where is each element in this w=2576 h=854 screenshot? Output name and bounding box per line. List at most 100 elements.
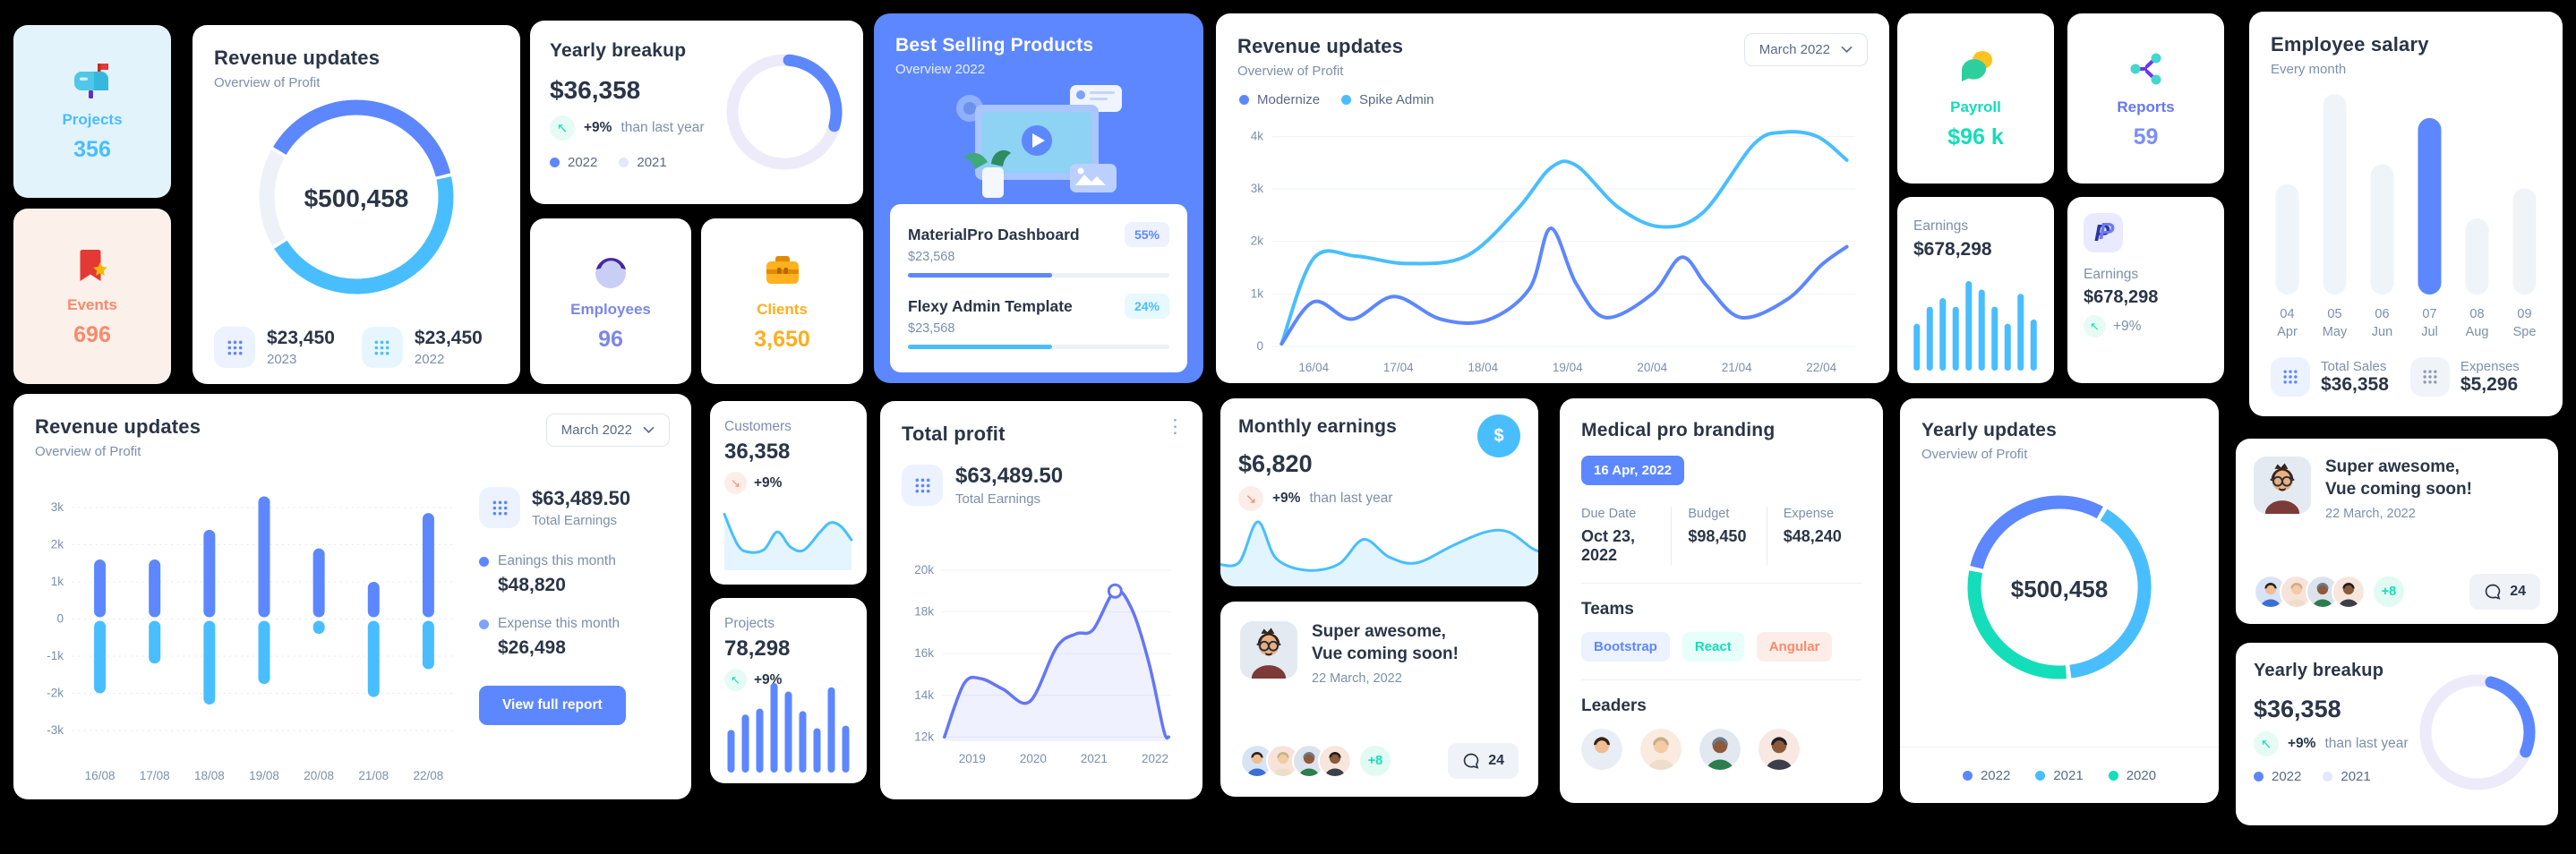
info-row: Due Date Oct 23, 2022 Budget $98,450 Exp… bbox=[1581, 507, 1861, 565]
svg-text:May: May bbox=[2323, 325, 2348, 339]
legend-item: Spike Admin bbox=[1341, 92, 1433, 107]
svg-text:09: 09 bbox=[2517, 307, 2531, 321]
legend-item: 2022 bbox=[550, 155, 597, 170]
customers-label: Customers bbox=[724, 419, 792, 434]
product-name: MaterialPro Dashboard bbox=[908, 225, 1080, 243]
comment-icon bbox=[1462, 752, 1480, 770]
stat-item: $23,450 2022 bbox=[361, 327, 483, 368]
item-value: $26,498 bbox=[498, 637, 566, 658]
employees-kpi-card[interactable]: Employees 96 bbox=[530, 218, 691, 384]
legend-item: 2022 bbox=[1962, 768, 2011, 783]
legend-dot bbox=[619, 158, 629, 167]
legend-item: 2022 bbox=[2254, 769, 2301, 784]
legend-dot bbox=[2323, 772, 2333, 781]
post-footer: +8 24 bbox=[2254, 574, 2540, 610]
card-subtitle: Every month bbox=[2271, 62, 2347, 77]
payroll-value: $96 k bbox=[1947, 124, 2004, 149]
svg-text:18/08: 18/08 bbox=[194, 769, 225, 782]
avatar bbox=[1581, 729, 1622, 770]
earnings-sparkline-bars bbox=[1913, 281, 2037, 371]
svg-text:21/04: 21/04 bbox=[1722, 361, 1752, 374]
payroll-kpi-card[interactable]: Payroll $96 k bbox=[1897, 13, 2054, 184]
post-texts: Super awesome, Vue coming soon! 22 March… bbox=[2325, 457, 2472, 521]
stat-texts: Expenses $5,296 bbox=[2460, 359, 2520, 396]
projects-label: Projects bbox=[724, 616, 775, 631]
date-badge: 16 Apr, 2022 bbox=[1581, 456, 1685, 485]
legend-label: Modernize bbox=[1257, 92, 1321, 107]
svg-text:18/04: 18/04 bbox=[1468, 361, 1498, 374]
card-subtitle: Overview of Profit bbox=[214, 75, 321, 90]
legend-label: 2021 bbox=[2053, 768, 2084, 783]
more-members-badge[interactable]: +8 bbox=[1358, 744, 1392, 778]
trend-down-icon: ↘ bbox=[724, 472, 747, 494]
stat-value: $5,296 bbox=[2460, 373, 2519, 395]
leaders-avatars bbox=[1581, 729, 1861, 770]
item-label: Expense this month bbox=[498, 616, 620, 631]
legend-label: 2020 bbox=[2126, 768, 2157, 783]
revenue-updates-line-card: Revenue updates Overview of Profit March… bbox=[1216, 13, 1889, 383]
legend-label: 2022 bbox=[1980, 768, 2011, 783]
card-subtitle: Overview of Profit bbox=[35, 444, 141, 459]
total-value: $63,489.50 bbox=[532, 487, 631, 509]
clients-kpi-card[interactable]: Clients 3,650 bbox=[701, 218, 863, 384]
grid-icon bbox=[2271, 357, 2310, 397]
chevron-down-icon bbox=[643, 426, 655, 434]
yearly-breakup-card: Yearly breakup $36,358 ↖ +9% than last y… bbox=[2236, 643, 2558, 825]
reports-kpi-card[interactable]: Reports 59 bbox=[2067, 13, 2224, 184]
product-row[interactable]: Flexy Admin Template 24% $23,568 bbox=[908, 294, 1169, 349]
avatar bbox=[2332, 575, 2366, 609]
yearly-updates-donut bbox=[1967, 495, 2152, 679]
employee-avatar-icon bbox=[595, 258, 626, 288]
post-title-line1: Super awesome, bbox=[2325, 457, 2460, 476]
projects-label: Projects bbox=[62, 111, 123, 128]
delta-row: ↖ +9% bbox=[2084, 315, 2208, 337]
revenue-posneg-bar-chart: 3k 2k 1k 0 -1k -2k -3k 16/08 17/08 18/08 19/08 20/0… bbox=[47, 496, 456, 782]
revenue-updates-bars-card: Revenue updates Overview of Profit March… bbox=[13, 394, 691, 799]
grid-icon bbox=[361, 327, 403, 368]
earnings-bars-card: Earnings $678,298 bbox=[1897, 197, 2054, 383]
post-avatar bbox=[2254, 457, 2311, 514]
projects-kpi-card[interactable]: Projects 356 bbox=[13, 25, 171, 198]
month-select[interactable]: March 2022 bbox=[545, 414, 670, 447]
month-select-value: March 2022 bbox=[1759, 42, 1830, 57]
earnings-label: Earnings bbox=[1913, 218, 1969, 234]
svg-text:20/04: 20/04 bbox=[1637, 361, 1667, 374]
amount-label: Total Earnings bbox=[955, 491, 1041, 507]
events-kpi-card[interactable]: Events 696 bbox=[13, 209, 171, 384]
trend-up-icon: ↖ bbox=[724, 669, 747, 691]
view-full-report-button[interactable]: View full report bbox=[479, 686, 626, 725]
svg-text:P: P bbox=[2094, 219, 2110, 246]
svg-text:06: 06 bbox=[2375, 307, 2389, 321]
earnings-paypal-card: P P Earnings $678,298 ↖ +9% bbox=[2067, 197, 2224, 383]
comments-pill[interactable]: 24 bbox=[1448, 743, 1519, 779]
info-label: Due Date bbox=[1581, 507, 1637, 521]
svg-text:Aug: Aug bbox=[2466, 325, 2489, 339]
svg-text:3k: 3k bbox=[1251, 182, 1264, 195]
svg-text:2k: 2k bbox=[1251, 235, 1264, 248]
clients-label: Clients bbox=[757, 301, 808, 318]
card-subtitle: Overview of Profit bbox=[1921, 447, 2028, 462]
info-col: Budget $98,450 bbox=[1671, 507, 1766, 565]
stat-item: $23,450 2023 bbox=[214, 327, 335, 368]
payroll-leaf-icon bbox=[1961, 50, 1992, 81]
customers-card: Customers 36,358 ↘ +9% bbox=[710, 401, 867, 585]
legend-item: 2021 bbox=[619, 155, 667, 170]
revenue-updates-donut-card: Revenue updates Overview of Profit $500,… bbox=[193, 25, 520, 384]
card-title: Revenue updates bbox=[35, 415, 201, 438]
product-row[interactable]: MaterialPro Dashboard 55% $23,568 bbox=[908, 222, 1169, 278]
amount: $63,489.50 bbox=[955, 464, 1064, 488]
grid-icon bbox=[479, 487, 520, 528]
info-value: Oct 23, 2022 bbox=[1581, 527, 1636, 564]
comments-pill[interactable]: 24 bbox=[2469, 574, 2540, 610]
card-title: Total profit bbox=[902, 423, 1006, 445]
month-select[interactable]: March 2022 bbox=[1743, 33, 1868, 66]
medical-branding-card: Medical pro branding 16 Apr, 2022 Due Da… bbox=[1560, 398, 1883, 803]
more-members-badge[interactable]: +8 bbox=[2372, 575, 2406, 609]
legend-label: 2021 bbox=[2341, 769, 2371, 784]
clients-value: 3,650 bbox=[754, 327, 810, 352]
kebab-menu-icon[interactable]: ⋮ bbox=[1166, 416, 1185, 437]
svg-text:12k: 12k bbox=[914, 730, 934, 743]
legend-item: 2021 bbox=[2035, 768, 2084, 783]
product-pct-badge: 24% bbox=[1124, 294, 1169, 319]
trend-up-icon: ↖ bbox=[2254, 731, 2279, 756]
